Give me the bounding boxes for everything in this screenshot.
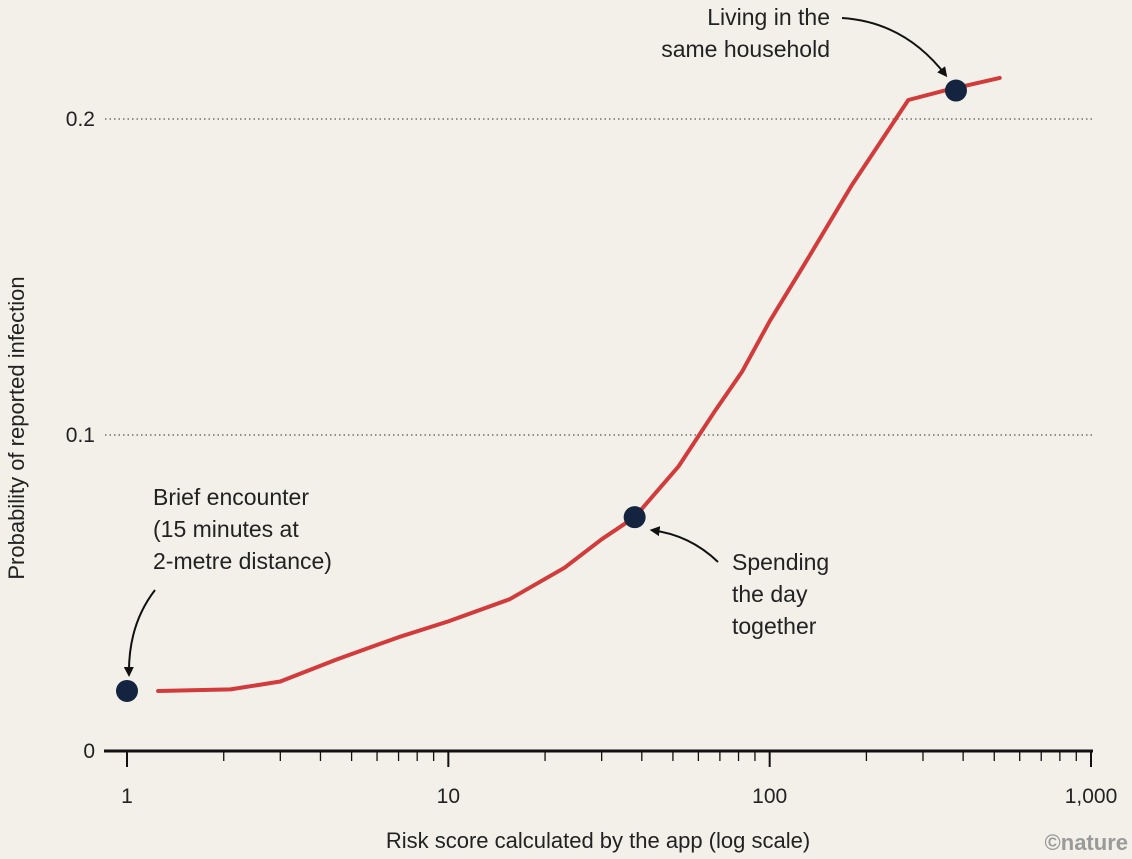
- axes: [104, 749, 1093, 767]
- annotation-2-line-0: Living in the: [707, 4, 830, 30]
- annotation-0-line-1: (15 minutes at: [153, 516, 299, 542]
- highlight-point-1: [623, 506, 646, 529]
- grid-lines: [105, 118, 1095, 436]
- y-tick-labels: 0 0.1 0.2: [66, 108, 95, 763]
- annotation-1-line-1: the day: [732, 581, 808, 607]
- x-tick-label-0: 1: [121, 785, 133, 808]
- arrow-living-household: [841, 17, 948, 78]
- annotation-1-line-2: together: [732, 613, 817, 639]
- annotations: Brief encounter (15 minutes at 2-metre dis…: [153, 4, 830, 639]
- annotation-2-line-1: same household: [661, 36, 830, 62]
- y-tick-label-2: 0.2: [66, 108, 95, 131]
- y-tick-label-1: 0.1: [66, 424, 95, 447]
- x-tick-label-3: 1,000: [1065, 785, 1118, 808]
- arrow-spending-day: [649, 526, 719, 563]
- series-line-0: [156, 75, 1002, 693]
- y-axis-title: Probability of reported infection: [4, 276, 29, 579]
- annotation-1-line-0: Spending: [732, 549, 829, 575]
- annotation-1: Spending the day together: [732, 549, 829, 639]
- highlight-point-0: [116, 679, 138, 702]
- annotation-0-line-2: 2-metre distance): [153, 548, 332, 574]
- x-tick-label-2: 100: [752, 785, 787, 808]
- x-axis-title: Risk score calculated by the app (log sc…: [386, 828, 810, 853]
- series: [156, 75, 1002, 693]
- y-tick-label-0: 0: [83, 740, 95, 763]
- annotation-arrows: [123, 17, 948, 677]
- annotation-0-line-0: Brief encounter: [153, 484, 309, 510]
- x-tick-labels: 1 10 100 1,000: [121, 785, 1117, 808]
- annotation-2: Living in the same household: [661, 4, 830, 62]
- highlight-point-2: [944, 79, 967, 102]
- annotation-0: Brief encounter (15 minutes at 2-metre dis…: [153, 484, 332, 574]
- highlight-points: [116, 79, 967, 702]
- arrow-brief-encounter: [123, 589, 156, 677]
- nature-credit: ©nature: [1045, 830, 1128, 855]
- x-tick-label-1: 10: [437, 785, 460, 808]
